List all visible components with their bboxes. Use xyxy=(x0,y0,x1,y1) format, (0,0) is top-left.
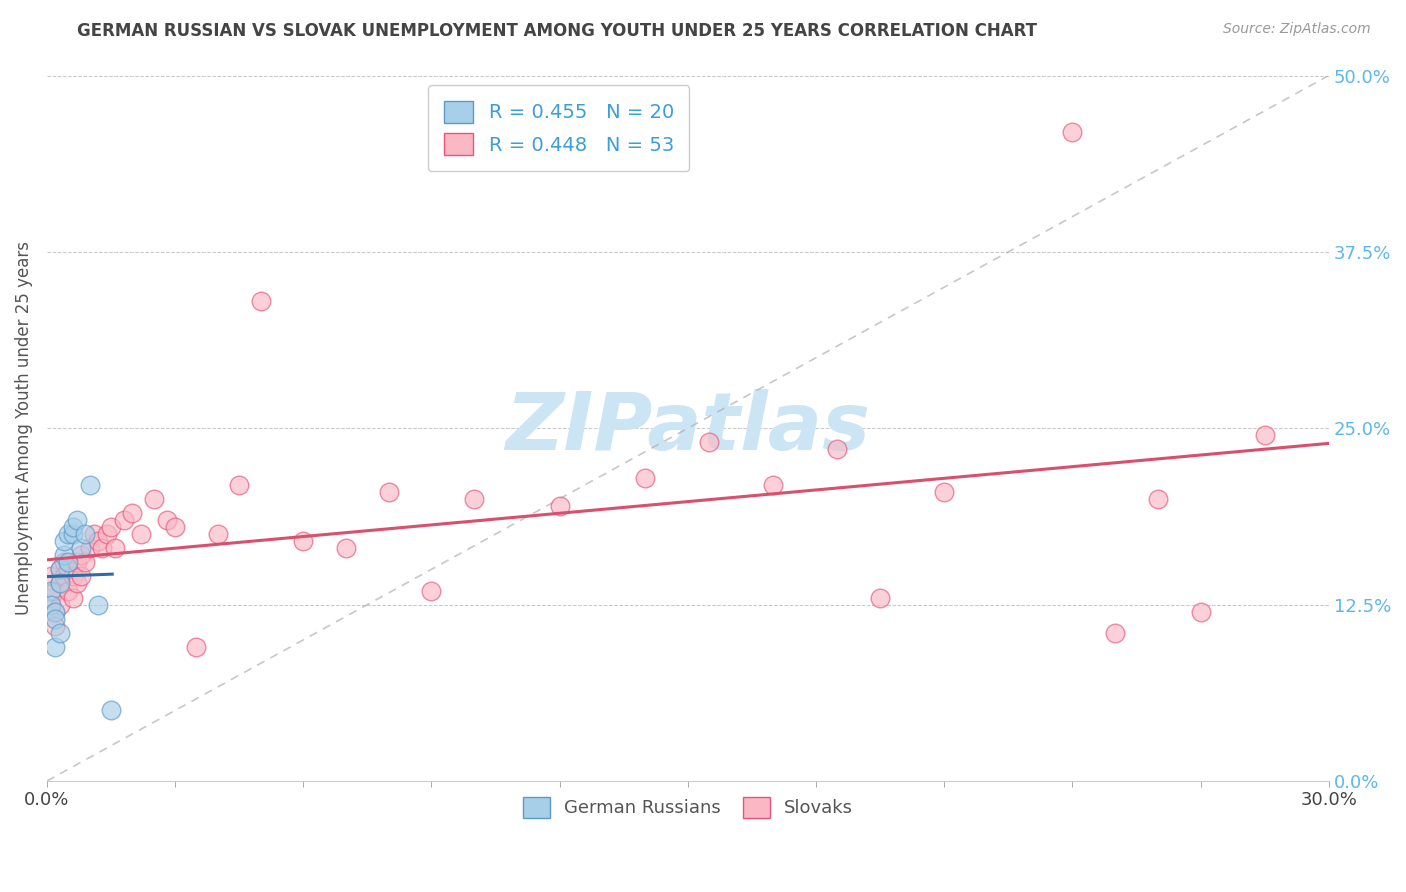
Text: ZIPatlas: ZIPatlas xyxy=(505,389,870,467)
Legend: German Russians, Slovaks: German Russians, Slovaks xyxy=(516,789,860,825)
Point xyxy=(142,491,165,506)
Point xyxy=(121,506,143,520)
Point xyxy=(66,576,89,591)
Point xyxy=(53,569,76,583)
Point xyxy=(292,534,315,549)
Point xyxy=(58,562,80,576)
Point xyxy=(228,477,250,491)
Point xyxy=(48,576,70,591)
Point xyxy=(129,527,152,541)
Point xyxy=(87,598,110,612)
Point xyxy=(48,576,70,591)
Point xyxy=(44,640,66,654)
Point xyxy=(70,541,93,556)
Point xyxy=(44,619,66,633)
Point xyxy=(869,591,891,605)
Point xyxy=(1062,125,1084,139)
Point xyxy=(100,703,122,717)
Y-axis label: Unemployment Among Youth under 25 years: Unemployment Among Youth under 25 years xyxy=(15,241,32,615)
Point xyxy=(827,442,849,457)
Point xyxy=(762,477,785,491)
Point xyxy=(1147,491,1170,506)
Point xyxy=(934,484,956,499)
Point xyxy=(44,612,66,626)
Point xyxy=(697,435,720,450)
Point xyxy=(165,520,187,534)
Point xyxy=(207,527,229,541)
Point xyxy=(548,499,571,513)
Point xyxy=(186,640,208,654)
Point xyxy=(91,541,114,556)
Point xyxy=(44,583,66,598)
Point xyxy=(463,491,485,506)
Point xyxy=(1189,605,1212,619)
Point xyxy=(70,569,93,583)
Point xyxy=(48,562,70,576)
Point xyxy=(66,513,89,527)
Point xyxy=(62,520,84,534)
Point xyxy=(62,591,84,605)
Point xyxy=(335,541,357,556)
Point xyxy=(48,625,70,640)
Point xyxy=(79,477,101,491)
Point xyxy=(100,520,122,534)
Point xyxy=(48,598,70,612)
Point xyxy=(39,598,62,612)
Point xyxy=(44,605,66,619)
Point xyxy=(58,555,80,569)
Point xyxy=(53,555,76,569)
Text: GERMAN RUSSIAN VS SLOVAK UNEMPLOYMENT AMONG YOUTH UNDER 25 YEARS CORRELATION CHA: GERMAN RUSSIAN VS SLOVAK UNEMPLOYMENT AM… xyxy=(77,22,1038,40)
Point xyxy=(75,527,97,541)
Point xyxy=(377,484,399,499)
Point xyxy=(53,548,76,562)
Point xyxy=(83,527,105,541)
Point xyxy=(39,583,62,598)
Point xyxy=(96,527,118,541)
Point xyxy=(75,555,97,569)
Point xyxy=(634,470,657,484)
Point xyxy=(70,548,93,562)
Point xyxy=(66,555,89,569)
Point xyxy=(420,583,443,598)
Point xyxy=(1253,428,1275,442)
Point xyxy=(53,534,76,549)
Point xyxy=(48,562,70,576)
Point xyxy=(87,534,110,549)
Point xyxy=(39,569,62,583)
Point xyxy=(58,583,80,598)
Point xyxy=(44,605,66,619)
Point xyxy=(79,541,101,556)
Point xyxy=(62,569,84,583)
Point xyxy=(112,513,135,527)
Point xyxy=(58,527,80,541)
Text: Source: ZipAtlas.com: Source: ZipAtlas.com xyxy=(1223,22,1371,37)
Point xyxy=(249,294,271,309)
Point xyxy=(39,591,62,605)
Point xyxy=(62,527,84,541)
Point xyxy=(104,541,127,556)
Point xyxy=(1104,625,1126,640)
Point xyxy=(155,513,177,527)
